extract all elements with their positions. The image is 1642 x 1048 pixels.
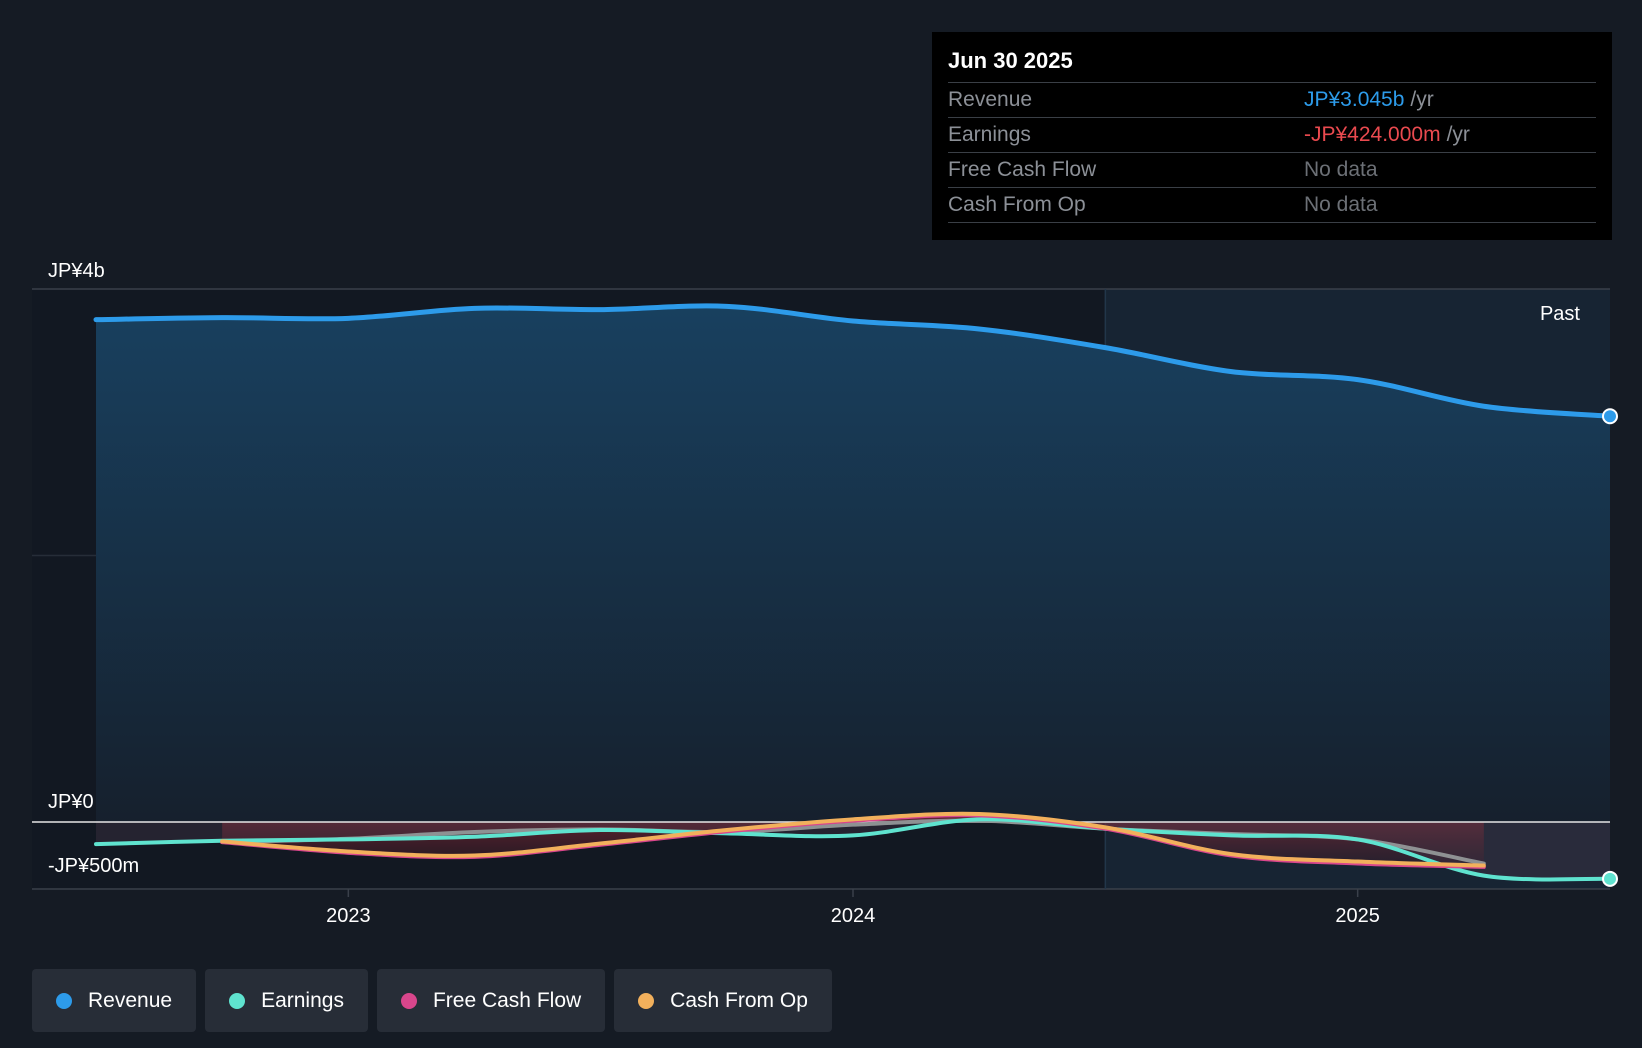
legend-item-earnings[interactable]: Earnings (205, 969, 368, 1032)
legend-item-cash-from-op[interactable]: Cash From Op (614, 969, 832, 1032)
y-tick-label-bottom: -JP¥500m (48, 855, 139, 877)
tooltip-value: JP¥3.045b (1304, 88, 1405, 111)
y-tick-label-zero: JP¥0 (48, 791, 94, 813)
cash-from-op-dot-icon (638, 992, 655, 1009)
x-tick-label: 2025 (1335, 905, 1380, 927)
tooltip-row-earnings: Earnings -JP¥424.000m /yr (948, 118, 1596, 153)
tooltip-label: Cash From Op (948, 193, 1086, 216)
legend-label: Cash From Op (670, 988, 808, 1012)
tooltip-label: Revenue (948, 88, 1033, 111)
revenue-dot-icon (56, 992, 72, 1009)
tooltip-row-revenue: Revenue JP¥3.045b /yr (948, 83, 1596, 118)
tooltip-label: Earnings (948, 123, 1031, 146)
legend-item-revenue[interactable]: Revenue (32, 969, 197, 1032)
tooltip-value: No data (1304, 158, 1378, 181)
tooltip: Jun 30 2025 Revenue JP¥3.045b /yr Earnin… (932, 32, 1612, 240)
tooltip-date: Jun 30 2025 (948, 46, 1596, 83)
revenue-area (96, 305, 1610, 822)
past-label: Past (1540, 303, 1580, 325)
earnings-dot-icon (229, 992, 246, 1009)
tooltip-value: No data (1304, 193, 1378, 216)
legend-item-free-cash-flow[interactable]: Free Cash Flow (376, 969, 606, 1032)
free-cash-flow-dot-icon (400, 992, 417, 1009)
revenue-end-marker (1602, 408, 1618, 425)
x-tick-label: 2023 (326, 905, 371, 927)
tooltip-row-cash-from-op: Cash From Op No data (948, 188, 1596, 223)
legend-label: Free Cash Flow (432, 988, 582, 1012)
earnings-line (94, 817, 1612, 882)
y-tick-label-top: JP¥4b (48, 260, 105, 282)
legend-label: Revenue (88, 988, 173, 1012)
revenue-line (93, 303, 1613, 419)
cash-from-op-area (222, 813, 1484, 866)
tooltip-unit: /yr (1410, 88, 1434, 111)
tooltip-row-free-cash-flow: Free Cash Flow No data (948, 153, 1596, 188)
tooltip-label: Free Cash Flow (948, 158, 1097, 181)
legend-label: Earnings (261, 988, 344, 1012)
earnings-end-marker (1602, 870, 1618, 887)
legend: Revenue Earnings Free Cash Flow Cash Fro… (32, 969, 832, 1032)
tooltip-value: -JP¥424.000m (1304, 123, 1441, 146)
cash-from-op-line (220, 811, 1486, 868)
tooltip-unit: /yr (1446, 123, 1470, 146)
x-tick-label: 2024 (831, 905, 876, 927)
